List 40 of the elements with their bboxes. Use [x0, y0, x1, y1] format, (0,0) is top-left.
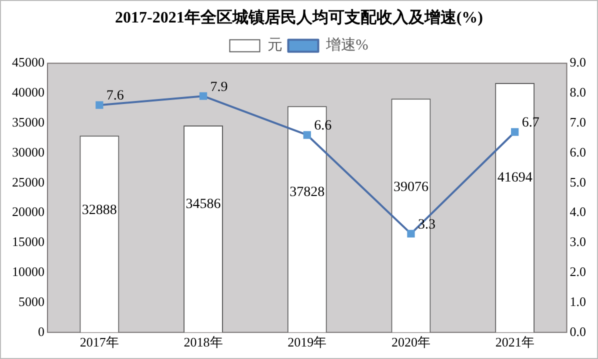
data-label: 7.6 — [106, 88, 124, 104]
x-tick-label: 2021年 — [495, 334, 534, 350]
y2-tick-label: 6.0 — [570, 144, 586, 160]
y-tick-label: 35000 — [12, 114, 44, 130]
y-tick-label: 20000 — [12, 204, 44, 220]
point — [96, 101, 104, 109]
y2-tick-label: 8.0 — [570, 84, 586, 100]
data-label: 37828 — [290, 184, 325, 200]
data-label: 34586 — [186, 196, 221, 212]
point — [199, 92, 208, 100]
y-tick-label: 25000 — [12, 174, 44, 190]
y2-tick-label: 1.0 — [570, 294, 586, 309]
x-tick-label: 2020年 — [391, 334, 430, 350]
x-tick-label: 2019年 — [288, 334, 327, 350]
y2-tick-label: 9.0 — [570, 54, 586, 70]
y-tick-label: 15000 — [12, 234, 44, 250]
data-label: 32888 — [82, 203, 117, 218]
y-tick-label: 45000 — [12, 54, 44, 70]
data-label: 39076 — [393, 180, 428, 196]
y2-tick-label: 4.0 — [570, 204, 586, 220]
legend-label: 元 — [267, 38, 282, 54]
y2-tick-label: 0.0 — [570, 324, 586, 339]
y-tick-label: 30000 — [12, 144, 44, 160]
y-tick-label: 10000 — [12, 264, 44, 279]
point — [510, 128, 519, 136]
y-tick-label: 5000 — [18, 294, 44, 309]
point — [407, 230, 415, 238]
data-label: 41694 — [497, 170, 532, 186]
legend-label: 增速% — [324, 36, 368, 54]
y-tick-label: 40000 — [12, 84, 44, 100]
y2-tick-label: 2.0 — [570, 264, 586, 279]
chart-title: 2017-2021年全区城镇居民人均可支配收入及增速(%) — [115, 8, 483, 27]
y-tick-label: 0 — [38, 324, 44, 339]
x-tick-label: 2017年 — [80, 334, 119, 350]
y2-tick-label: 3.0 — [570, 234, 586, 250]
x-tick-label: 2018年 — [184, 334, 223, 350]
data-label: 7.9 — [210, 80, 228, 95]
y2-tick-label: 7.0 — [570, 114, 586, 130]
point — [303, 131, 311, 139]
y2-tick-label: 5.0 — [570, 174, 586, 190]
